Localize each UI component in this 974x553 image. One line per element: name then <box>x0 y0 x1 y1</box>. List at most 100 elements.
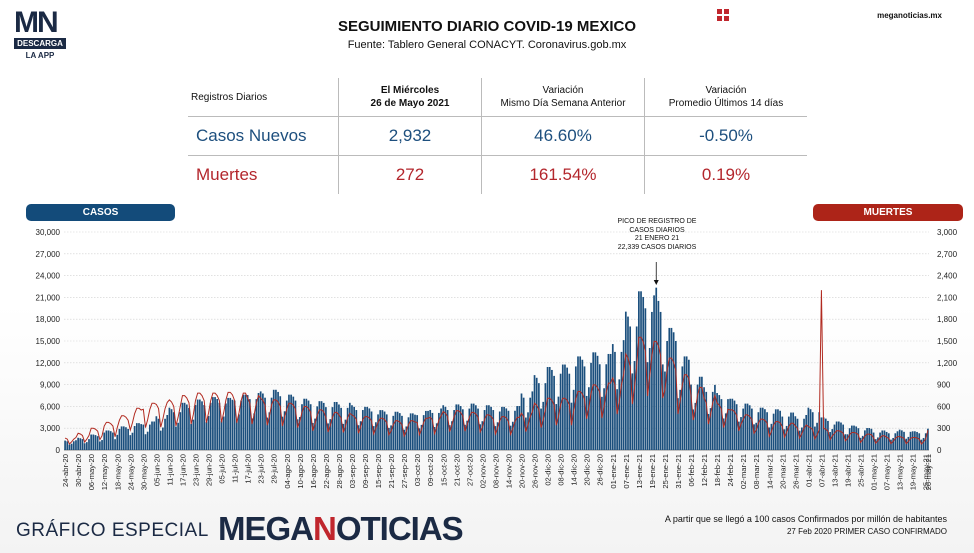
x-tick-label: 29-jul-20 <box>270 454 279 484</box>
cases-bar <box>916 431 918 450</box>
cases-bar <box>570 402 573 450</box>
cases-bar <box>66 441 69 450</box>
cases-bar <box>322 402 325 450</box>
cases-bar <box>544 383 547 450</box>
cases-bar <box>594 352 597 450</box>
cases-bar <box>685 356 688 450</box>
footer-special-label: GRÁFICO ESPECIAL <box>16 520 209 541</box>
cases-bar <box>527 412 529 450</box>
cases-bar <box>864 430 866 450</box>
cases-bar <box>398 413 401 450</box>
annot-line-3: 21 ENERO 21 <box>634 235 680 242</box>
cases-bar <box>837 421 840 450</box>
cases-bar <box>522 397 525 450</box>
x-tick-label: 07-abr-21 <box>817 454 826 487</box>
x-tick-label: 08-nov-20 <box>491 454 500 488</box>
cases-bar <box>470 403 473 450</box>
x-tick-label: 07-may-21 <box>883 454 892 490</box>
cases-bar <box>661 364 664 450</box>
x-tick-label: 02-mar-21 <box>739 454 748 489</box>
cases-bar <box>927 428 929 450</box>
cases-bar <box>172 412 175 450</box>
x-tick-label: 25-may-21 <box>922 454 931 490</box>
cases-bar <box>381 410 384 450</box>
cases-bar <box>520 393 523 450</box>
cases-bar <box>288 394 290 450</box>
cases-bar <box>133 426 136 450</box>
y-left-tick-label: 30,000 <box>36 228 61 237</box>
page-title: SEGUIMIENTO DIARIO COVID-19 MEXICO <box>337 18 637 35</box>
cases-bar <box>168 407 171 450</box>
x-tick-label: 23-jun-20 <box>191 454 200 486</box>
annot-line-1: PICO DE REGISTRO DE <box>617 218 697 225</box>
page-subtitle: Fuente: Tablero General CONACYT. Coronav… <box>347 39 627 51</box>
cases-bar <box>329 419 332 450</box>
x-tick-label: 19-may-21 <box>909 454 918 490</box>
cases-label: Casos Nuevos <box>188 116 339 156</box>
cases-bar <box>327 423 329 450</box>
cases-bar <box>768 427 771 450</box>
cases-bar <box>392 415 395 450</box>
cases-bar <box>696 384 699 450</box>
cases-bar <box>618 379 621 450</box>
y-right-tick-label: 600 <box>937 402 951 411</box>
cases-bar <box>455 404 458 450</box>
cases-bar <box>753 424 755 450</box>
cases-bar <box>298 417 301 450</box>
cases-bar <box>488 405 490 450</box>
cases-bar <box>794 416 797 450</box>
cases-bar <box>887 433 890 450</box>
cases-bar <box>240 400 242 450</box>
cases-bar <box>222 416 225 450</box>
cases-bar <box>440 408 442 450</box>
x-tick-label: 02-nov-20 <box>478 454 487 488</box>
cases-bar <box>585 395 588 450</box>
cases-bar <box>785 425 788 450</box>
cases-bar <box>81 439 84 450</box>
cases-bar <box>744 403 747 450</box>
col-date: El Miércoles 26 de Mayo 2021 <box>338 78 482 117</box>
cases-bar <box>190 423 192 450</box>
cases-bar <box>501 406 503 450</box>
cases-bar <box>414 414 416 450</box>
cases-bar <box>101 440 103 450</box>
stats-header-row: Registros Diarios El Miércoles 26 de Mayo… <box>188 78 807 117</box>
cases-bar <box>859 437 862 450</box>
cases-bar <box>75 440 77 450</box>
cases-bar <box>475 405 477 450</box>
app-logo[interactable]: MN DESCARGA LA APP <box>14 8 66 60</box>
cases-bar <box>611 344 614 450</box>
grid-icon[interactable] <box>717 9 729 21</box>
cases-bar <box>90 434 93 450</box>
x-tick-label: 24-may-20 <box>126 454 135 490</box>
cases-bar <box>664 371 666 450</box>
cases-bar <box>159 430 162 450</box>
cases-bar <box>342 423 345 450</box>
cases-bar <box>275 389 277 450</box>
cases-bar <box>831 429 834 450</box>
x-tick-label: 30-may-20 <box>139 454 148 490</box>
cases-bar <box>724 413 727 450</box>
cases-bar <box>451 421 453 450</box>
cases-bar <box>772 413 775 450</box>
cases-bar <box>149 424 151 450</box>
cases-bar <box>677 398 679 450</box>
cases-bar <box>514 410 516 450</box>
cases-bar <box>659 311 662 450</box>
cases-bar <box>644 308 647 450</box>
cases-bar <box>496 422 499 450</box>
cases-bar <box>494 426 497 450</box>
cases-bar <box>370 411 373 450</box>
site-url[interactable]: meganoticias.mx <box>877 11 942 20</box>
cases-bar <box>796 418 799 450</box>
cases-bar <box>622 340 625 450</box>
x-tick-label: 18-feb-21 <box>713 454 722 487</box>
cases-bar <box>331 407 334 450</box>
cases-bar <box>774 409 777 450</box>
cases-bar <box>848 428 851 450</box>
cases-bar <box>83 443 86 450</box>
cases-bar <box>507 410 510 450</box>
cases-bar <box>464 424 466 450</box>
cases-bar <box>783 429 786 450</box>
cases-bar <box>701 376 703 450</box>
